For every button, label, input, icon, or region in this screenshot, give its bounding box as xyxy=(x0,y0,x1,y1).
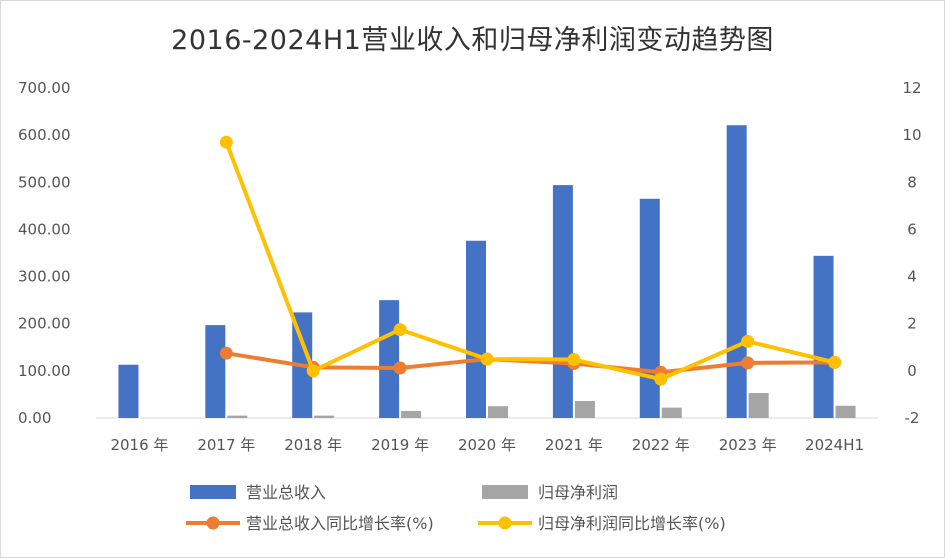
left-tick-label: 100.00 xyxy=(18,362,71,380)
revenue-bar xyxy=(726,125,747,418)
revenue-bar xyxy=(118,364,139,418)
revenue-bar xyxy=(639,198,660,418)
profit-bar xyxy=(227,415,248,418)
profit-bar xyxy=(661,407,682,418)
profit-bar xyxy=(748,393,769,418)
left-tick-label: 600.00 xyxy=(18,126,71,144)
right-tick-label: 12 xyxy=(902,79,921,97)
category-label: 2021 年 xyxy=(545,436,603,454)
category-label: 2022 年 xyxy=(632,436,690,454)
revenue-bar xyxy=(552,185,573,418)
category-label: 2023 年 xyxy=(719,436,777,454)
chart-title: 2016-2024H1营业收入和归母净利润变动趋势图 xyxy=(171,25,774,56)
profit-growth-point xyxy=(567,353,581,367)
revenue-bar xyxy=(205,325,226,418)
left-tick-label: 200.00 xyxy=(18,315,71,333)
left-tick-label: 300.00 xyxy=(18,268,71,286)
revenue-bar xyxy=(466,240,486,418)
profit-bar xyxy=(314,415,335,418)
profit-bar xyxy=(835,405,856,418)
right-tick-label: 8 xyxy=(907,173,917,191)
category-labels: 2016 年 2017 年 2018 年 2019 年 2020 年 2021 年 2022… xyxy=(110,436,864,454)
legend-label: 营业总收入 xyxy=(246,483,326,502)
revenue-bar xyxy=(379,300,400,418)
right-tick-label: 10 xyxy=(902,126,921,144)
profit-growth-point xyxy=(654,372,668,386)
revenue-growth-point xyxy=(219,346,233,360)
left-tick-label: 0.00 xyxy=(18,409,51,427)
category-label: 2018 年 xyxy=(284,436,342,454)
profit-growth-point xyxy=(219,135,233,149)
legend-swatch-marker xyxy=(498,516,512,530)
category-label: 2016 年 xyxy=(110,436,168,454)
left-tick-label: 700.00 xyxy=(18,79,71,97)
revenue-growth-point xyxy=(741,356,755,370)
profit-bar xyxy=(574,401,595,418)
legend-swatch xyxy=(190,485,236,499)
profit-bar xyxy=(488,406,508,418)
line-marks xyxy=(219,135,842,386)
profit-growth-point xyxy=(741,334,755,348)
left-tick-label: 400.00 xyxy=(18,220,71,238)
right-tick-label: 6 xyxy=(907,220,917,238)
right-axis-ticks: -2 0 2 4 6 8 10 12 xyxy=(902,79,921,427)
legend-label: 归母净利润 xyxy=(538,483,618,502)
category-label: 2017 年 xyxy=(197,436,255,454)
profit-growth-point xyxy=(393,323,407,337)
legend-label: 营业总收入同比增长率(%) xyxy=(246,514,434,533)
category-label: 2020 年 xyxy=(458,436,516,454)
profit-growth-point xyxy=(306,364,320,378)
right-tick-label: 4 xyxy=(907,268,917,286)
bar-marks xyxy=(118,125,856,418)
revenue-growth-line xyxy=(224,351,837,375)
profit-growth-point xyxy=(480,352,494,366)
legend-swatch xyxy=(482,485,528,499)
category-label: 2019 年 xyxy=(371,436,429,454)
legend-label: 归母净利润同比增长率(%) xyxy=(538,514,726,533)
right-tick-label: 0 xyxy=(907,362,917,380)
revenue-growth-point xyxy=(393,361,407,375)
revenue-bar xyxy=(813,255,834,418)
right-tick-label: -2 xyxy=(905,409,920,427)
left-tick-label: 500.00 xyxy=(18,173,71,191)
left-axis-ticks: 0.00 100.00 200.00 300.00 400.00 500.00 600.00… xyxy=(18,79,71,427)
category-label: 2024H1 xyxy=(805,436,864,454)
profit-growth-point xyxy=(828,355,842,369)
profit-growth-line xyxy=(224,140,837,382)
legend-swatch-marker xyxy=(206,516,220,530)
profit-bar xyxy=(401,410,422,418)
right-tick-label: 2 xyxy=(907,315,917,333)
